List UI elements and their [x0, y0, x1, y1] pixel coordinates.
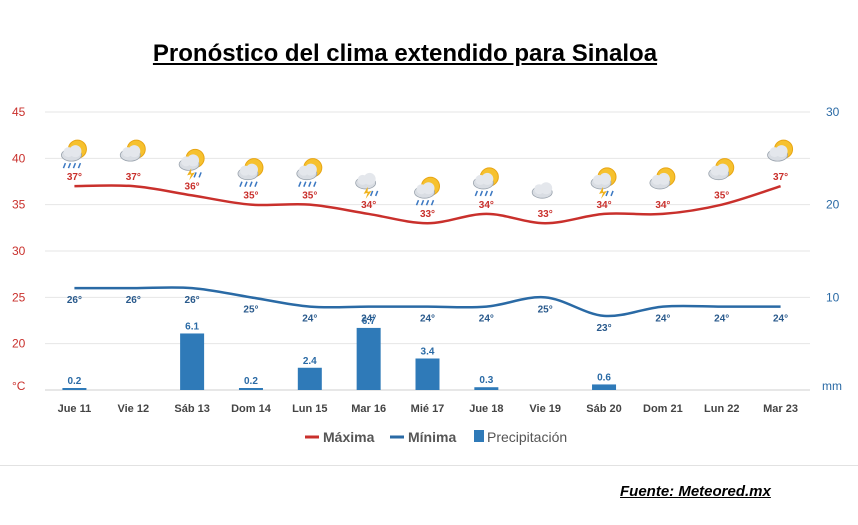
max-temp-label: 35° [714, 191, 729, 202]
x-tick-label: Lun 22 [704, 403, 739, 415]
min-temp-label: 24° [655, 314, 670, 325]
min-temp-label: 25° [243, 304, 258, 315]
cloud-icon [531, 182, 553, 199]
sun-cloud-storm-icon [590, 167, 617, 199]
max-temp-label: 34° [479, 200, 494, 211]
x-tick-label: Vie 19 [529, 403, 561, 415]
page-title: Pronóstico del clima extendido para Sina… [152, 40, 658, 67]
precip-label: 2.4 [303, 356, 317, 367]
min-temp-label: 24° [714, 314, 729, 325]
precip-bar [180, 333, 205, 390]
min-temp-label: 24° [773, 314, 788, 325]
divider [0, 465, 858, 466]
min-temp-label: 26° [67, 295, 82, 306]
min-temp-label: 25° [538, 304, 553, 315]
sun-cloud-rain-icon [237, 158, 264, 187]
min-temp-label: 26° [185, 295, 200, 306]
max-temp-label: 34° [361, 200, 376, 211]
max-temp-label: 37° [773, 172, 788, 183]
y-left-tick: 45 [12, 105, 26, 119]
precip-label: 0.2 [244, 376, 258, 387]
x-tick-label: Dom 14 [231, 403, 272, 415]
y-left-tick: 30 [12, 244, 26, 258]
sun-cloud-icon [649, 167, 676, 190]
precip-bar [415, 358, 440, 390]
weather-chart: 45 40 35 30 25 20 °C 30 20 10 mm 0.2 6.1 0.2 2.4 6.7 3.4… [12, 105, 842, 445]
y-right-tick: 20 [826, 198, 840, 212]
max-temp-line [74, 184, 781, 225]
precip-bar [474, 387, 499, 390]
min-temp-label: 24° [361, 314, 376, 325]
max-temp-label: 37° [67, 172, 82, 183]
sun-cloud-rain-icon [414, 176, 440, 206]
sun-cloud-rain-icon [61, 139, 87, 169]
source-credit: Fuente: Meteored.mx [620, 483, 771, 500]
x-tick-label: Sáb 20 [586, 403, 621, 415]
precip-label: 0.2 [67, 376, 81, 387]
x-tick-label: Jue 18 [469, 403, 503, 415]
max-temp-label: 36° [185, 181, 200, 192]
precip-label: 3.4 [421, 346, 435, 357]
y-right-axis-label: mm [822, 379, 842, 393]
min-temp-label: 23° [596, 323, 611, 334]
x-tick-label: Sáb 13 [174, 403, 209, 415]
y-right-tick: 10 [826, 290, 840, 304]
x-tick-label: Mié 17 [411, 403, 445, 415]
sun-cloud-storm-icon [178, 148, 205, 181]
sun-cloud-icon [767, 139, 794, 162]
max-temp-label: 35° [302, 191, 317, 202]
min-temp-label: 24° [420, 314, 435, 325]
x-tick-label: Jue 11 [58, 403, 92, 415]
precip-bar [238, 388, 263, 390]
precip-label: 0.6 [597, 372, 611, 383]
legend-precip-swatch [474, 430, 484, 442]
precip-label: 6.7 [362, 316, 376, 327]
precip-bar [356, 327, 381, 390]
min-temp-label: 24° [479, 314, 494, 325]
legend-min-label: Mínima [408, 429, 456, 445]
max-temp-label: 35° [243, 191, 258, 202]
cloud-storm-icon [355, 172, 379, 199]
min-temp-line [74, 286, 781, 318]
sun-cloud-rain-icon [472, 167, 499, 197]
x-tick-label: Dom 21 [643, 403, 683, 415]
max-temp-label: 33° [420, 209, 435, 220]
y-right-tick: 30 [826, 105, 840, 119]
sun-cloud-icon [119, 139, 146, 162]
max-temp-label: 37° [126, 172, 141, 183]
min-temp-label: 24° [302, 314, 317, 325]
x-tick-label: Vie 12 [117, 403, 149, 415]
x-tick-label: Mar 16 [351, 403, 386, 415]
y-left-tick: 25 [12, 290, 26, 304]
x-tick-label: Lun 15 [292, 403, 327, 415]
precip-bar [62, 388, 87, 390]
y-left-tick: 35 [12, 198, 26, 212]
x-tick-label: Mar 23 [763, 403, 798, 415]
precip-bar [592, 384, 617, 390]
y-left-axis-label: °C [12, 379, 26, 393]
sun-cloud-icon [708, 158, 735, 181]
y-left-tick: 20 [12, 337, 26, 351]
max-temp-label: 34° [655, 200, 670, 211]
precip-label: 0.3 [479, 375, 493, 386]
min-temp-label: 26° [126, 295, 141, 306]
y-left-tick: 40 [12, 151, 26, 165]
sun-cloud-rain-icon [296, 158, 323, 187]
max-temp-label: 33° [538, 209, 553, 220]
precip-label: 6.1 [185, 321, 199, 332]
legend-precip-label: Precipitación [487, 429, 567, 445]
legend-max-label: Máxima [323, 429, 375, 445]
max-temp-label: 34° [596, 200, 611, 211]
precip-bar [297, 367, 322, 390]
